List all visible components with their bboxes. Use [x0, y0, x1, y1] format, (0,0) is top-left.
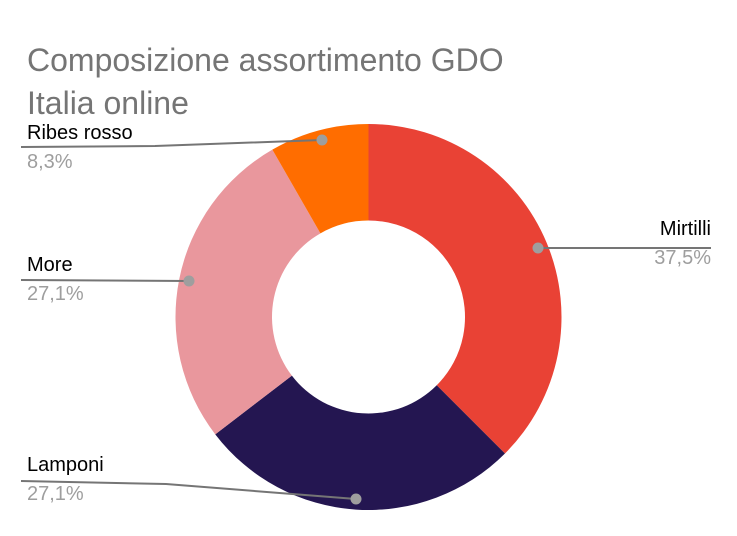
- slice-name-ribes-rosso: Ribes rosso: [27, 122, 133, 144]
- leader-line-lamponi: [20, 480, 357, 500]
- chart-title: Composizione assortimento GDO Italia onl…: [27, 42, 504, 122]
- leader-dot-ribes-rosso: [316, 134, 328, 146]
- leader-dot-mirtilli: [532, 242, 544, 254]
- leader-dot-lamponi: [350, 493, 362, 505]
- leader-line-ribes-rosso: [20, 139, 323, 148]
- slice-value-lamponi: 27,1%: [27, 483, 84, 505]
- leader-dot-more: [183, 275, 195, 287]
- slice-ribes-rosso[interactable]: [272, 124, 369, 234]
- slice-name-more: More: [27, 254, 73, 276]
- slice-label-mirtilli: Mirtilli 37,5%: [654, 216, 711, 271]
- slice-more[interactable]: [175, 149, 321, 435]
- slice-name-mirtilli: Mirtilli: [659, 218, 711, 240]
- slice-value-mirtilli: 37,5%: [654, 247, 711, 269]
- donut-slices: [175, 124, 562, 510]
- slice-label-ribes-rosso: Ribes rosso 8,3%: [27, 120, 133, 175]
- slice-mirtilli[interactable]: [368, 124, 562, 454]
- slice-value-ribes-rosso: 8,3%: [27, 151, 73, 173]
- leader-line-more: [20, 279, 190, 282]
- slice-label-lamponi: Lamponi 27,1%: [27, 452, 104, 507]
- slice-name-lamponi: Lamponi: [27, 454, 104, 476]
- slice-label-more: More 27,1%: [27, 252, 84, 307]
- slice-value-more: 27,1%: [27, 283, 84, 305]
- leader-lines: [20, 134, 711, 505]
- slice-lamponi[interactable]: [215, 375, 505, 510]
